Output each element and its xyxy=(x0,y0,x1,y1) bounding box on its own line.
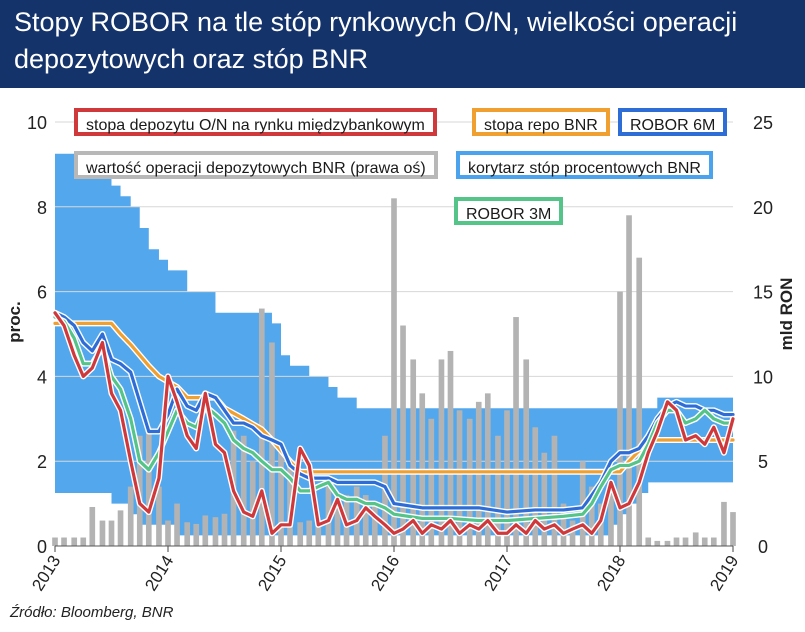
bar-deposit-operations xyxy=(127,486,134,546)
bar-deposit-operations xyxy=(551,435,558,546)
bar-deposit-operations xyxy=(701,537,708,546)
bar-deposit-operations xyxy=(80,537,87,546)
series-line-red xyxy=(53,311,735,535)
bar-deposit-operations xyxy=(165,520,171,546)
bar-deposit-operations xyxy=(400,325,406,546)
bar-deposit-operations xyxy=(371,503,378,546)
bar-deposit-operations xyxy=(438,359,445,546)
bar-deposit-operations xyxy=(145,427,152,546)
bar-deposit-operations xyxy=(52,537,58,546)
bar-deposit-operations xyxy=(466,418,473,546)
y-tick-label: 0 xyxy=(37,537,47,557)
bar-deposit-operations xyxy=(504,410,510,546)
bar-deposit-operations xyxy=(362,495,369,546)
bar-deposit-operations xyxy=(306,520,313,546)
series-line-green xyxy=(53,315,735,523)
legend-item-robor-3m: ROBOR 3M xyxy=(454,197,564,225)
bar-deposit-operations xyxy=(513,317,519,546)
y-tick-label: 2 xyxy=(37,452,47,472)
bar-deposit-operations xyxy=(89,506,96,546)
y-tick-label: 6 xyxy=(37,283,47,303)
bar-deposit-operations xyxy=(156,486,162,546)
bar-deposit-operations xyxy=(523,359,530,546)
chart-title: Stopy ROBOR na tle stóp rynkowych O/N, w… xyxy=(14,7,738,74)
bar-deposit-operations xyxy=(456,410,463,546)
y2-tick-label: 5 xyxy=(758,452,768,472)
bar-deposit-operations xyxy=(560,503,567,546)
legend-item-on-rate: stopa depozytu O/N na rynku międzybankow… xyxy=(74,108,437,136)
bar-deposit-operations xyxy=(532,427,539,546)
bar-deposit-operations xyxy=(608,486,614,546)
bar-deposit-operations xyxy=(297,522,304,546)
bar-deposit-operations xyxy=(315,520,322,546)
bar-deposit-operations xyxy=(588,486,595,546)
bar-deposit-operations xyxy=(334,495,341,546)
series-line-blue6 xyxy=(53,311,735,514)
bar-deposit-operations xyxy=(664,540,671,546)
y-axis-label: proc. xyxy=(5,301,24,343)
bar-deposit-operations xyxy=(710,537,717,546)
bar-deposit-operations xyxy=(108,520,115,546)
bar-deposit-operations xyxy=(654,540,661,546)
corridor-layer xyxy=(55,153,733,536)
bar-deposit-operations xyxy=(617,291,623,546)
legend-item-rate-corridor: korytarz stóp procentowych BNR xyxy=(456,151,713,179)
bar-deposit-operations xyxy=(569,520,576,546)
bar-deposit-operations xyxy=(221,513,228,546)
legend-item-deposit-operations: wartość operacji depozytowych BNR (prawa… xyxy=(74,151,438,179)
bar-deposit-operations xyxy=(730,512,736,546)
bar-deposit-operations xyxy=(410,359,417,546)
rate-corridor-area xyxy=(55,153,733,536)
bar-deposit-operations xyxy=(391,198,397,546)
bar-deposit-operations xyxy=(174,503,180,546)
bar-deposit-operations xyxy=(428,418,435,546)
bar-deposit-operations xyxy=(495,435,501,546)
bar-deposit-operations xyxy=(117,510,124,546)
bar-deposit-operations xyxy=(193,523,200,546)
bar-deposit-operations xyxy=(202,515,209,546)
bar-deposit-operations xyxy=(61,537,67,546)
bar-deposit-operations xyxy=(626,215,632,546)
y2-tick-label: 0 xyxy=(758,537,768,557)
bar-deposit-operations xyxy=(673,537,680,546)
y2-axis-label: mld RON xyxy=(777,278,796,351)
bar-deposit-operations xyxy=(278,452,284,546)
bar-deposit-operations xyxy=(240,435,247,546)
bar-deposit-operations xyxy=(682,537,689,546)
bar-deposit-operations xyxy=(721,501,727,546)
bar-deposit-operations xyxy=(541,452,548,546)
bar-deposit-operations xyxy=(447,350,454,546)
y2-tick-label: 15 xyxy=(753,283,773,303)
y-tick-label: 8 xyxy=(37,198,47,218)
y2-tick-label: 20 xyxy=(753,198,773,218)
y-tick-label: 4 xyxy=(37,367,47,387)
bar-deposit-operations xyxy=(645,537,652,546)
bar-deposit-operations xyxy=(692,532,699,546)
bar-deposit-operations xyxy=(99,520,106,546)
header-banner: Stopy ROBOR na tle stóp rynkowych O/N, w… xyxy=(0,0,805,88)
bar-deposit-operations xyxy=(184,522,191,546)
y-tick-label: 10 xyxy=(27,113,47,133)
y2-tick-label: 10 xyxy=(753,367,773,387)
bar-deposit-operations xyxy=(636,257,643,546)
legend-item-robor-6m: ROBOR 6M xyxy=(618,108,728,136)
bar-deposit-operations xyxy=(71,537,78,546)
bar-deposit-operations xyxy=(249,461,256,546)
lines-layer xyxy=(52,309,736,537)
y2-tick-label: 25 xyxy=(753,113,773,133)
legend-item-repo-rate: stopa repo BNR xyxy=(472,108,610,136)
source-note: Źródło: Bloomberg, BNR xyxy=(10,604,174,621)
bar-deposit-operations xyxy=(212,517,219,546)
